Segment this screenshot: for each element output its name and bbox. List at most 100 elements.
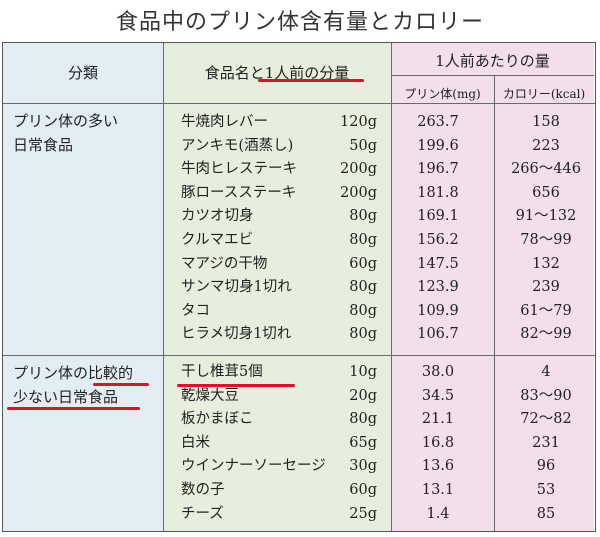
- purine-value: 156.2: [417, 232, 459, 248]
- table-row: サンマ切身1切れ 80g 123.9 239: [3, 276, 595, 298]
- calorie-value: 656: [532, 184, 560, 201]
- food-name: アンキモ(酒蒸し): [181, 137, 294, 154]
- purine-value: 196.7: [417, 161, 459, 178]
- portion-size: 200g: [340, 161, 377, 178]
- purine-value: 123.9: [417, 279, 459, 296]
- divider: [391, 43, 392, 531]
- calorie-value: 96: [536, 458, 556, 475]
- purine-value: 263.7: [417, 114, 459, 130]
- food-name: 乾燥大豆: [181, 387, 239, 404]
- calorie-value: 266〜446: [511, 161, 581, 178]
- purine-value: 181.8: [417, 184, 459, 201]
- calorie-value: 4: [541, 364, 551, 380]
- portion-size: 120g: [340, 114, 377, 130]
- food-name: ウインナーソーセージ: [181, 458, 326, 475]
- category-line: プリン体の多い: [13, 112, 119, 130]
- portion-size: 200g: [340, 184, 377, 201]
- calorie-value: 83〜90: [520, 387, 572, 404]
- table-row: マアジの干物 60g 147.5 132: [3, 253, 595, 275]
- table-row: ウインナーソーセージ 30g 13.6 96: [3, 455, 595, 477]
- calorie-value: 223: [532, 137, 560, 154]
- table-row: 豚ロースステーキ 200g 181.8 656: [3, 182, 595, 204]
- portion-size: 30g: [349, 458, 377, 475]
- table-row: 干し椎茸5個 10g 38.0 4: [3, 361, 595, 383]
- per-serving-header: 1人前あたりの量: [435, 52, 550, 70]
- food-name: タコ: [181, 302, 210, 319]
- highlight-underline: [7, 407, 140, 410]
- divider: [494, 75, 495, 531]
- table-row: アンキモ(酒蒸し) 50g 199.6 223: [3, 135, 595, 157]
- food-name: マアジの干物: [181, 255, 268, 272]
- purine-value: 16.8: [421, 434, 455, 451]
- calorie-value: 239: [532, 279, 560, 296]
- category-line: 少ない日常食品: [13, 388, 119, 406]
- category-line: 日常食品: [13, 136, 74, 154]
- portion-size: 20g: [349, 387, 377, 404]
- calorie-value: 72〜82: [520, 411, 572, 428]
- purine-value: 21.1: [421, 411, 455, 428]
- calorie-value: 158: [532, 114, 560, 130]
- table-row: 乾燥大豆 20g 34.5 83〜90: [3, 385, 595, 407]
- portion-size: 80g: [349, 411, 377, 428]
- purine-value: 106.7: [417, 326, 459, 343]
- calorie-value: 53: [536, 482, 556, 498]
- food-name: クルマエビ: [181, 232, 254, 248]
- highlight-underline: [93, 383, 149, 386]
- calorie-value: 78〜99: [520, 232, 572, 248]
- portion-size: 10g: [349, 364, 377, 380]
- divider: [163, 43, 164, 531]
- purine-table: 分類 食品名と1人前の分量 1人前あたりの量 プリン体(mg) カロリー(kca…: [2, 42, 596, 532]
- table-row: ヒラメ切身1切れ 80g 106.7 82〜99: [3, 323, 595, 345]
- category-column: [3, 43, 163, 531]
- food-name: 白米: [181, 434, 210, 451]
- food-name: カツオ切身: [181, 208, 254, 225]
- portion-size: 80g: [349, 232, 377, 248]
- purine-value: 199.6: [417, 137, 459, 154]
- food-name: 牛肉ヒレステーキ: [181, 161, 297, 178]
- portion-size: 60g: [349, 255, 377, 272]
- portion-size: 80g: [349, 326, 377, 343]
- table-row: タコ 80g 109.9 61〜79: [3, 300, 595, 322]
- table-row: 牛焼肉レバー 120g 263.7 158: [3, 111, 595, 133]
- purine-value: 147.5: [417, 255, 459, 272]
- calorie-value: 85: [536, 505, 556, 522]
- purine-value: 109.9: [417, 302, 459, 319]
- food-name: 数の子: [181, 482, 225, 498]
- food-name: 牛焼肉レバー: [181, 114, 268, 130]
- portion-size: 25g: [349, 505, 377, 522]
- purine-value: 34.5: [421, 387, 455, 404]
- amount-column: [391, 43, 594, 531]
- purine-value: 1.4: [426, 505, 450, 522]
- portion-size: 50g: [349, 137, 377, 154]
- calorie-value: 231: [532, 434, 560, 451]
- calorie-value: 61〜79: [520, 302, 572, 319]
- portion-size: 60g: [349, 482, 377, 498]
- purine-value: 13.1: [421, 482, 455, 498]
- food-name: サンマ切身1切れ: [181, 279, 292, 296]
- calorie-value: 132: [532, 255, 560, 272]
- table-row: 板かまぼこ 80g 21.1 72〜82: [3, 408, 595, 430]
- calorie-header: カロリー(kcal): [502, 87, 586, 101]
- portion-size: 80g: [349, 302, 377, 319]
- category-label-low: プリン体の比較的 少ない日常食品: [13, 361, 133, 409]
- purine-value: 38.0: [421, 364, 455, 380]
- table-row: カツオ切身 80g 169.1 91〜132: [3, 205, 595, 227]
- table-row: クルマエビ 80g 156.2 78〜99: [3, 229, 595, 251]
- header-divider: [3, 103, 595, 104]
- food-name: 豚ロースステーキ: [181, 184, 297, 201]
- purine-value: 169.1: [417, 208, 459, 225]
- calorie-value: 91〜132: [515, 208, 577, 225]
- food-portion-header: 食品名と1人前の分量: [204, 64, 350, 82]
- category-header: 分類: [67, 64, 98, 82]
- highlight-underline: [258, 79, 364, 82]
- purine-value: 13.6: [421, 458, 455, 475]
- subheader-divider: [391, 75, 594, 76]
- page-title: 食品中のプリン体含有量とカロリー: [115, 10, 484, 35]
- table-row: 牛肉ヒレステーキ 200g 196.7 266〜446: [3, 158, 595, 180]
- category-label-high: プリン体の多い 日常食品: [13, 109, 118, 157]
- food-name: 板かまぼこ: [181, 411, 254, 428]
- table-row: 数の子 60g 13.1 53: [3, 479, 595, 501]
- category-line: プリン体の比較的: [13, 364, 134, 382]
- portion-size: 65g: [349, 434, 377, 451]
- table-row: 白米 65g 16.8 231: [3, 432, 595, 454]
